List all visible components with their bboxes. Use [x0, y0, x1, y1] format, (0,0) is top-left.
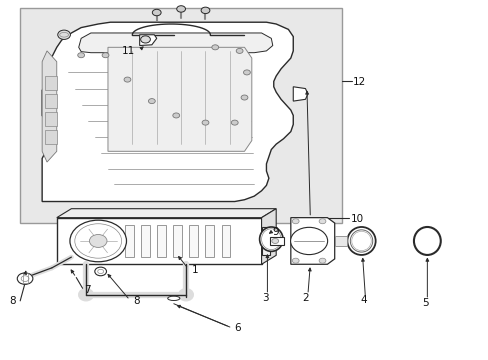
Polygon shape — [261, 209, 276, 264]
Text: 10: 10 — [350, 214, 363, 224]
Circle shape — [290, 227, 327, 255]
Circle shape — [78, 53, 84, 58]
Circle shape — [236, 48, 243, 53]
Text: 1: 1 — [191, 265, 198, 275]
Polygon shape — [57, 209, 276, 218]
Circle shape — [319, 258, 325, 263]
Bar — [157, 225, 165, 257]
Circle shape — [17, 273, 33, 284]
Polygon shape — [44, 130, 57, 144]
Bar — [141, 225, 150, 257]
Text: 2: 2 — [302, 293, 308, 303]
Circle shape — [102, 53, 109, 58]
Polygon shape — [44, 112, 57, 126]
Circle shape — [292, 258, 299, 263]
Polygon shape — [44, 94, 57, 108]
Circle shape — [152, 9, 161, 16]
Text: 4: 4 — [360, 296, 366, 306]
Polygon shape — [108, 47, 251, 151]
Circle shape — [292, 219, 299, 224]
Bar — [189, 225, 198, 257]
Circle shape — [176, 6, 185, 12]
Circle shape — [124, 77, 131, 82]
Bar — [270, 237, 284, 244]
Text: 5: 5 — [421, 298, 428, 308]
Bar — [125, 225, 134, 257]
Text: 6: 6 — [233, 323, 240, 333]
Polygon shape — [42, 51, 57, 162]
Text: 3: 3 — [262, 293, 268, 303]
Polygon shape — [42, 22, 293, 202]
Circle shape — [202, 120, 208, 125]
Text: 9: 9 — [272, 227, 279, 237]
Circle shape — [231, 120, 238, 125]
Bar — [221, 225, 230, 257]
Text: 8: 8 — [133, 296, 140, 306]
Circle shape — [141, 36, 150, 43]
Bar — [205, 225, 214, 257]
Circle shape — [89, 234, 107, 247]
Circle shape — [271, 238, 278, 243]
Circle shape — [58, 30, 70, 40]
Circle shape — [211, 45, 218, 50]
Polygon shape — [20, 8, 341, 223]
Ellipse shape — [167, 296, 180, 301]
Bar — [57, 218, 261, 264]
Circle shape — [172, 113, 179, 118]
Bar — [261, 226, 270, 255]
Ellipse shape — [259, 227, 283, 251]
Circle shape — [95, 267, 106, 276]
Text: 11: 11 — [122, 46, 135, 56]
Circle shape — [241, 95, 247, 100]
Bar — [173, 225, 182, 257]
Circle shape — [70, 220, 126, 262]
Polygon shape — [79, 33, 272, 53]
Polygon shape — [140, 35, 157, 45]
Ellipse shape — [413, 227, 440, 255]
Circle shape — [243, 70, 250, 75]
Ellipse shape — [346, 227, 375, 255]
Circle shape — [319, 219, 325, 224]
Text: 12: 12 — [352, 77, 366, 87]
Polygon shape — [334, 235, 346, 246]
Text: 7: 7 — [84, 285, 91, 295]
Polygon shape — [44, 76, 57, 90]
Text: 8: 8 — [10, 296, 16, 306]
Polygon shape — [290, 218, 334, 264]
Circle shape — [201, 7, 209, 14]
Polygon shape — [293, 87, 307, 101]
Circle shape — [148, 99, 155, 104]
